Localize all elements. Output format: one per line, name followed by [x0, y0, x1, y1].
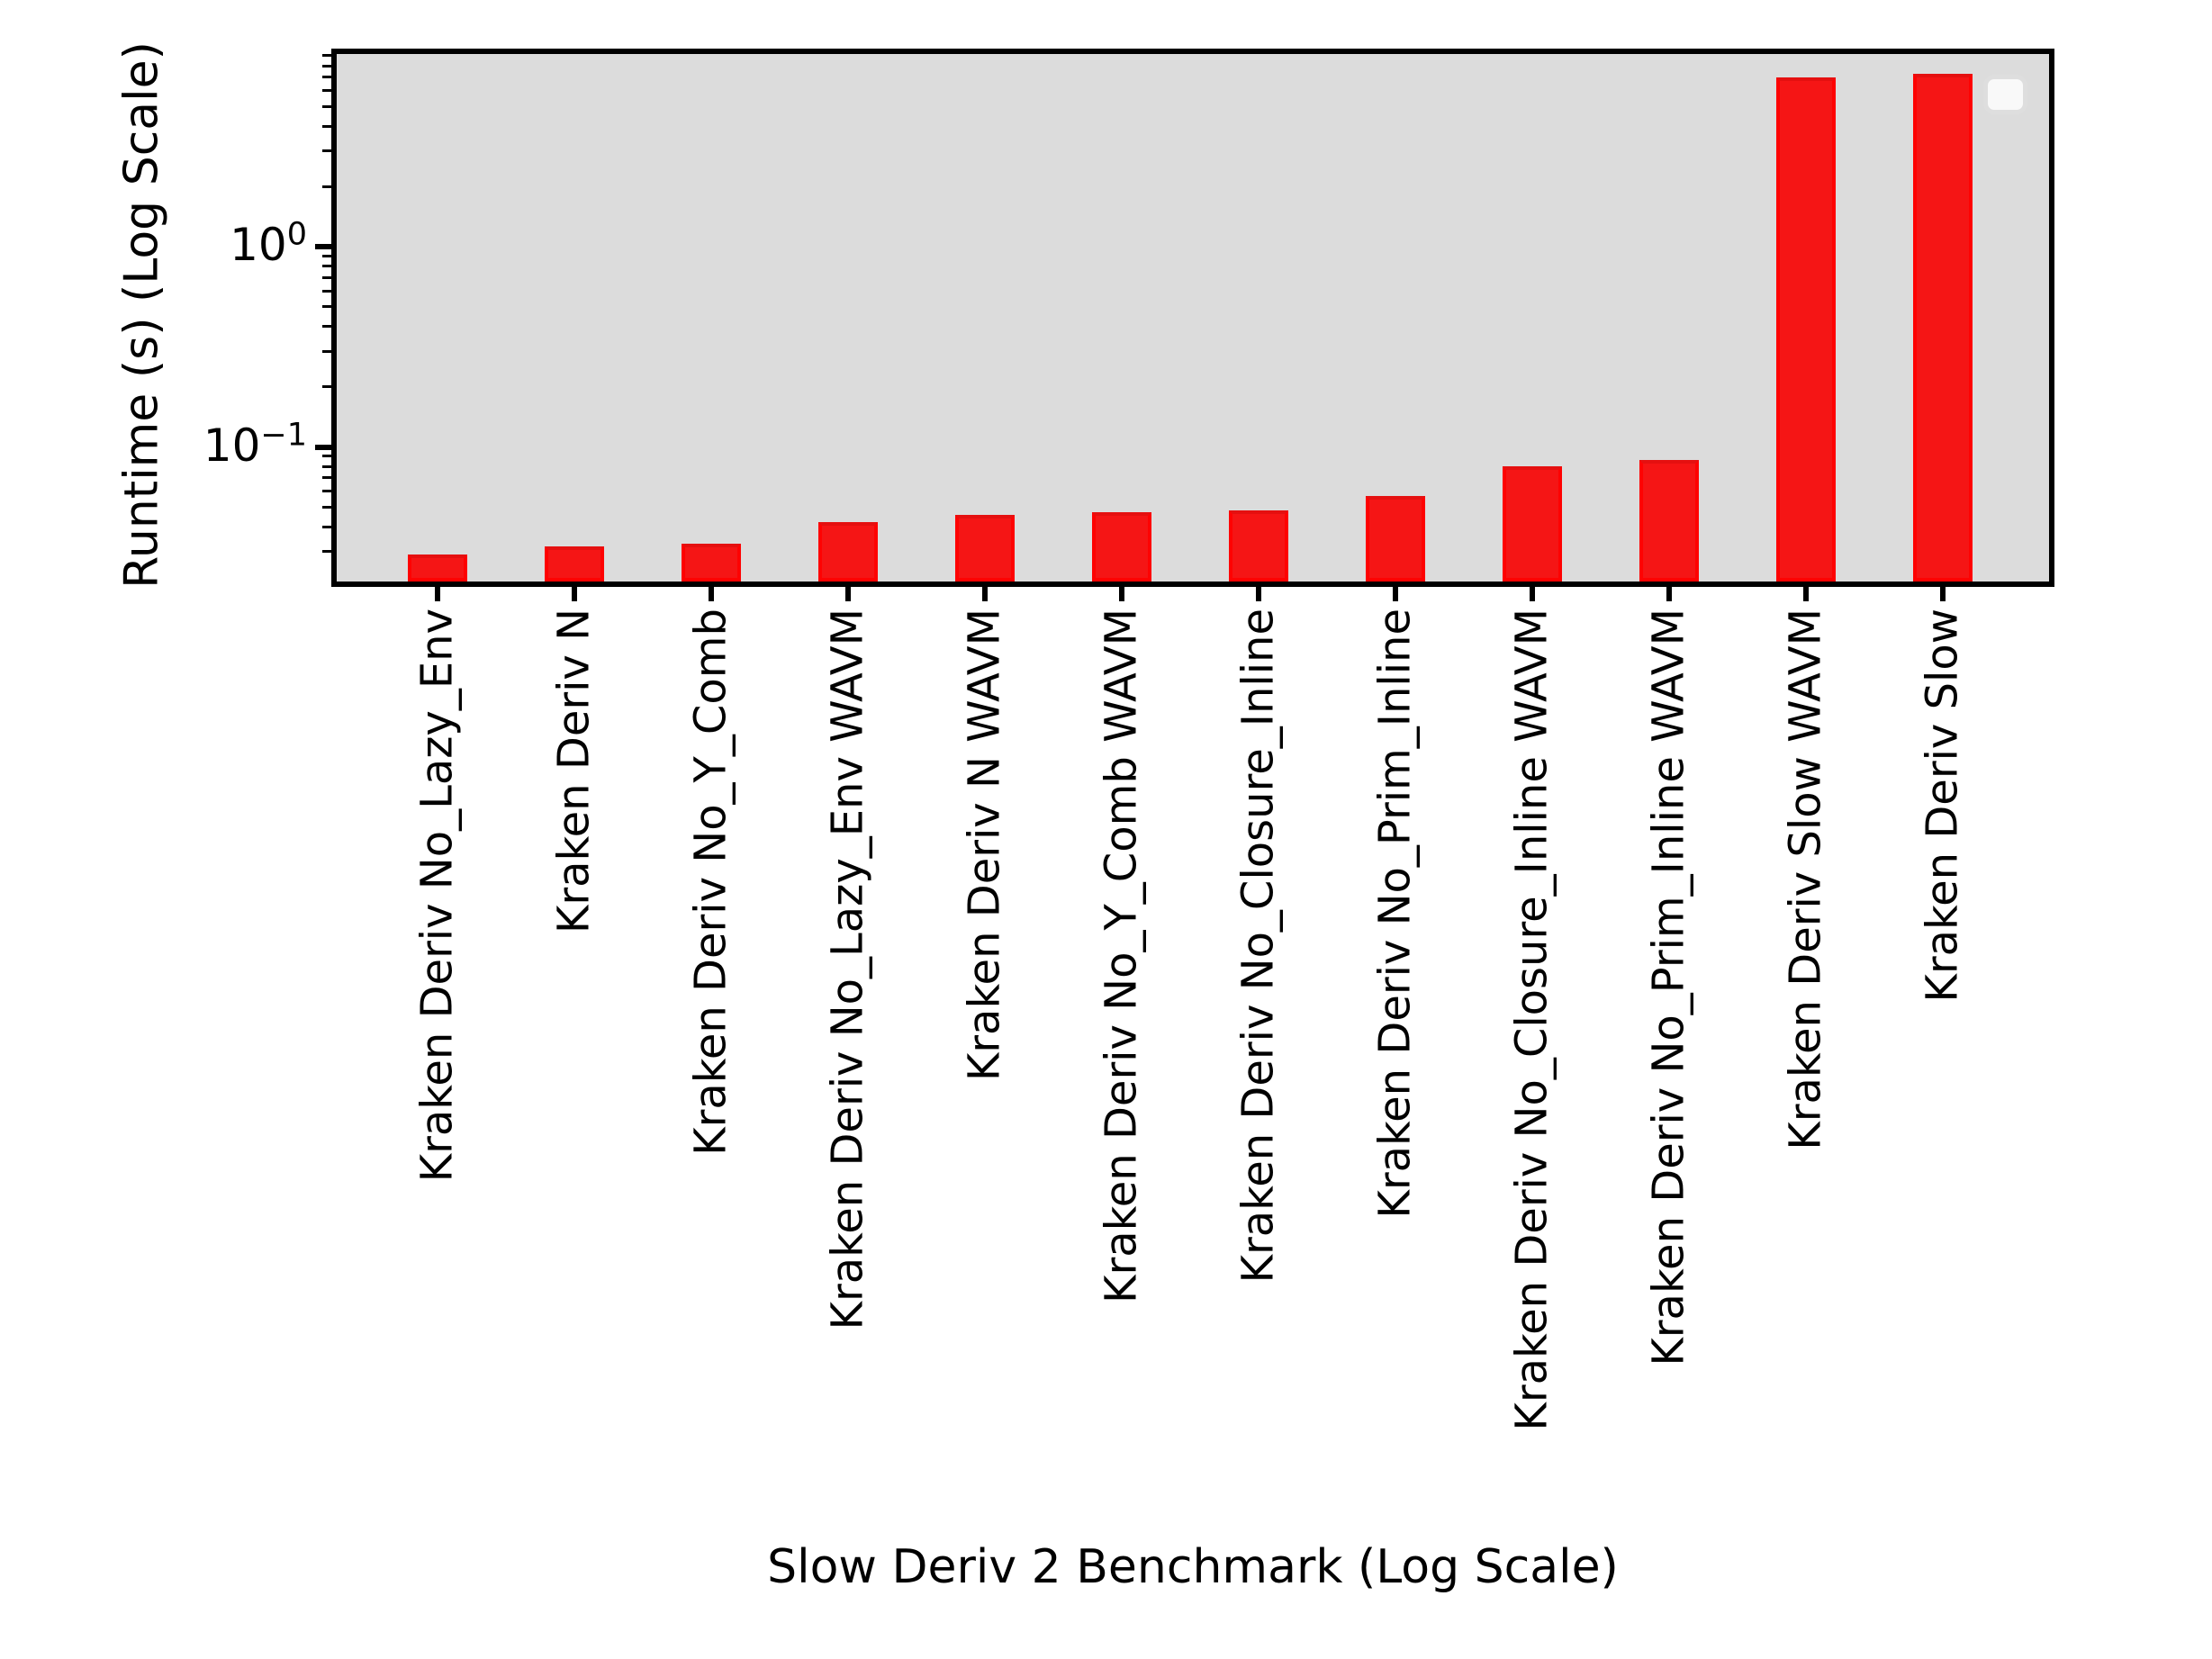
y-minor-tick-mark	[322, 289, 331, 293]
x-tick-mark	[1118, 585, 1124, 601]
y-minor-tick-mark	[322, 185, 331, 188]
x-axis-label: Slow Deriv 2 Benchmark (Log Scale)	[767, 1540, 1619, 1594]
bar	[817, 522, 878, 582]
y-minor-tick-mark	[322, 305, 331, 309]
bar	[1502, 466, 1562, 582]
y-minor-tick-mark	[322, 476, 331, 480]
x-tick-mark	[981, 585, 988, 601]
bar	[1365, 495, 1425, 582]
x-tick-mark	[1666, 585, 1672, 601]
legend-box	[1983, 75, 2027, 114]
y-minor-tick-mark	[322, 89, 331, 93]
plot-area	[331, 49, 2054, 587]
x-tick-label: Kraken Deriv No_Y_Comb WAVM	[1095, 609, 1146, 1303]
x-tick-mark	[1392, 585, 1398, 601]
y-major-tick-mark	[315, 244, 331, 249]
x-tick-mark	[434, 585, 440, 601]
y-minor-tick-mark	[322, 265, 331, 268]
y-minor-tick-mark	[322, 76, 331, 79]
y-minor-tick-mark	[322, 464, 331, 468]
bar	[1228, 510, 1288, 582]
y-tick-label: 100	[230, 216, 307, 271]
y-minor-tick-mark	[322, 505, 331, 509]
y-minor-tick-mark	[322, 54, 331, 58]
x-tick-label: Kraken Deriv No_Closure_Inline WAVM	[1505, 609, 1557, 1431]
x-tick-label: Kraken Deriv No_Prim_Inline WAVM	[1642, 609, 1693, 1366]
y-axis-label: Runtime (s) (Log Scale)	[114, 41, 169, 589]
bar	[954, 514, 1015, 582]
y-minor-tick-mark	[322, 325, 331, 329]
x-tick-label: Kraken Deriv N WAVM	[958, 609, 1009, 1082]
y-minor-tick-mark	[322, 455, 331, 458]
bar	[1091, 512, 1151, 582]
y-minor-tick-mark	[322, 254, 331, 257]
y-minor-tick-mark	[322, 275, 331, 279]
bar	[1639, 460, 1699, 582]
y-major-tick-mark	[315, 444, 331, 450]
x-tick-mark	[1529, 585, 1535, 601]
x-tick-label: Kraken Deriv No_Prim_Inline	[1368, 609, 1420, 1219]
x-tick-mark	[1802, 585, 1809, 601]
x-tick-label: Kraken Deriv No_Lazy_Env	[411, 609, 462, 1183]
x-tick-label: Kraken Deriv Slow	[1916, 609, 1967, 1003]
x-tick-mark	[708, 585, 714, 601]
x-tick-mark	[571, 585, 577, 601]
y-tick-label: 10−1	[203, 417, 307, 472]
bar	[1912, 73, 1973, 582]
x-tick-mark	[1939, 585, 1946, 601]
bar	[407, 555, 467, 582]
y-minor-tick-mark	[322, 149, 331, 153]
x-tick-label: Kraken Deriv No_Closure_Inline	[1232, 609, 1283, 1284]
y-minor-tick-mark	[322, 349, 331, 353]
y-minor-tick-mark	[322, 64, 331, 68]
bar	[681, 543, 741, 582]
y-minor-tick-mark	[322, 550, 331, 554]
bar	[1775, 77, 1836, 582]
y-minor-tick-mark	[322, 385, 331, 389]
x-tick-label: Kraken Deriv Slow WAVM	[1779, 609, 1830, 1150]
x-tick-label: Kraken Deriv N	[547, 609, 599, 934]
x-tick-label: Kraken Deriv No_Y_Comb	[684, 609, 736, 1156]
y-minor-tick-mark	[322, 104, 331, 108]
bar	[544, 545, 604, 582]
x-tick-mark	[1255, 585, 1261, 601]
x-tick-mark	[844, 585, 851, 601]
x-tick-label: Kraken Deriv No_Lazy_Env WAVM	[821, 609, 872, 1330]
y-minor-tick-mark	[322, 525, 331, 528]
y-minor-tick-mark	[322, 124, 331, 128]
y-minor-tick-mark	[322, 490, 331, 493]
